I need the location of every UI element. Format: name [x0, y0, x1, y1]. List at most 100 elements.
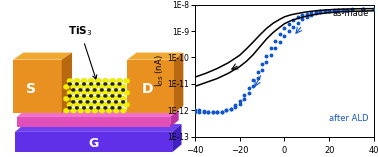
Circle shape: [71, 100, 75, 103]
Circle shape: [86, 88, 90, 92]
Circle shape: [124, 102, 130, 107]
Circle shape: [95, 102, 102, 107]
Circle shape: [100, 88, 104, 92]
Circle shape: [70, 96, 77, 101]
Circle shape: [81, 78, 87, 84]
Circle shape: [93, 88, 96, 92]
Circle shape: [67, 90, 73, 95]
Circle shape: [107, 100, 111, 103]
Circle shape: [102, 78, 109, 84]
Circle shape: [85, 108, 91, 113]
Circle shape: [89, 106, 93, 109]
Circle shape: [74, 102, 80, 107]
Text: G: G: [88, 137, 99, 150]
Circle shape: [99, 108, 105, 113]
Circle shape: [63, 108, 70, 113]
Polygon shape: [172, 124, 181, 152]
Circle shape: [99, 84, 105, 89]
Circle shape: [124, 78, 130, 84]
Circle shape: [70, 84, 77, 89]
Circle shape: [104, 106, 107, 109]
Circle shape: [77, 108, 84, 113]
Polygon shape: [15, 124, 181, 132]
Circle shape: [88, 102, 94, 107]
Circle shape: [86, 100, 90, 103]
Circle shape: [113, 96, 119, 101]
Circle shape: [82, 82, 86, 86]
X-axis label: V$_G$(V): V$_G$(V): [271, 156, 297, 157]
Text: as-made: as-made: [333, 9, 369, 18]
Circle shape: [89, 94, 93, 97]
Circle shape: [96, 94, 100, 97]
Circle shape: [79, 100, 82, 103]
Polygon shape: [17, 117, 170, 127]
Circle shape: [110, 102, 116, 107]
Circle shape: [67, 102, 73, 107]
Text: S: S: [26, 82, 36, 96]
Circle shape: [120, 108, 127, 113]
Circle shape: [111, 106, 114, 109]
Polygon shape: [13, 53, 72, 60]
Circle shape: [79, 88, 82, 92]
Circle shape: [63, 84, 70, 89]
Circle shape: [104, 82, 107, 86]
Circle shape: [106, 108, 112, 113]
Circle shape: [120, 96, 127, 101]
Circle shape: [95, 78, 102, 84]
Circle shape: [114, 88, 118, 92]
Circle shape: [82, 106, 86, 109]
Circle shape: [77, 84, 84, 89]
Circle shape: [92, 96, 98, 101]
Circle shape: [118, 106, 121, 109]
Circle shape: [74, 90, 80, 95]
Circle shape: [102, 102, 109, 107]
Circle shape: [67, 78, 73, 84]
Circle shape: [106, 96, 112, 101]
Circle shape: [118, 94, 121, 97]
Circle shape: [74, 78, 80, 84]
Circle shape: [85, 96, 91, 101]
Circle shape: [96, 82, 100, 86]
Circle shape: [75, 82, 79, 86]
Circle shape: [116, 102, 123, 107]
Text: D: D: [142, 82, 153, 96]
Circle shape: [77, 96, 84, 101]
Circle shape: [81, 102, 87, 107]
Polygon shape: [13, 60, 62, 113]
Circle shape: [92, 108, 98, 113]
Circle shape: [81, 90, 87, 95]
Circle shape: [111, 82, 114, 86]
Circle shape: [85, 84, 91, 89]
Circle shape: [88, 90, 94, 95]
Polygon shape: [127, 60, 174, 113]
Circle shape: [68, 106, 72, 109]
Text: after ALD: after ALD: [329, 114, 369, 123]
Circle shape: [99, 96, 105, 101]
Circle shape: [121, 100, 125, 103]
Y-axis label: I$_{DS}$ (nA): I$_{DS}$ (nA): [153, 54, 166, 87]
Circle shape: [102, 90, 109, 95]
Circle shape: [88, 78, 94, 84]
Circle shape: [124, 90, 130, 95]
Circle shape: [95, 90, 102, 95]
Polygon shape: [15, 132, 172, 152]
Circle shape: [113, 108, 119, 113]
Polygon shape: [17, 110, 179, 117]
Text: TiS$_3$: TiS$_3$: [68, 24, 97, 79]
Circle shape: [63, 96, 70, 101]
Circle shape: [82, 94, 86, 97]
Circle shape: [71, 88, 75, 92]
Circle shape: [68, 82, 72, 86]
Polygon shape: [170, 110, 179, 127]
Circle shape: [111, 94, 114, 97]
Circle shape: [121, 88, 125, 92]
Circle shape: [106, 84, 112, 89]
Circle shape: [104, 94, 107, 97]
Circle shape: [96, 106, 100, 109]
Circle shape: [89, 82, 93, 86]
Polygon shape: [127, 53, 183, 60]
Circle shape: [75, 94, 79, 97]
Circle shape: [120, 84, 127, 89]
Circle shape: [70, 108, 77, 113]
Circle shape: [75, 106, 79, 109]
